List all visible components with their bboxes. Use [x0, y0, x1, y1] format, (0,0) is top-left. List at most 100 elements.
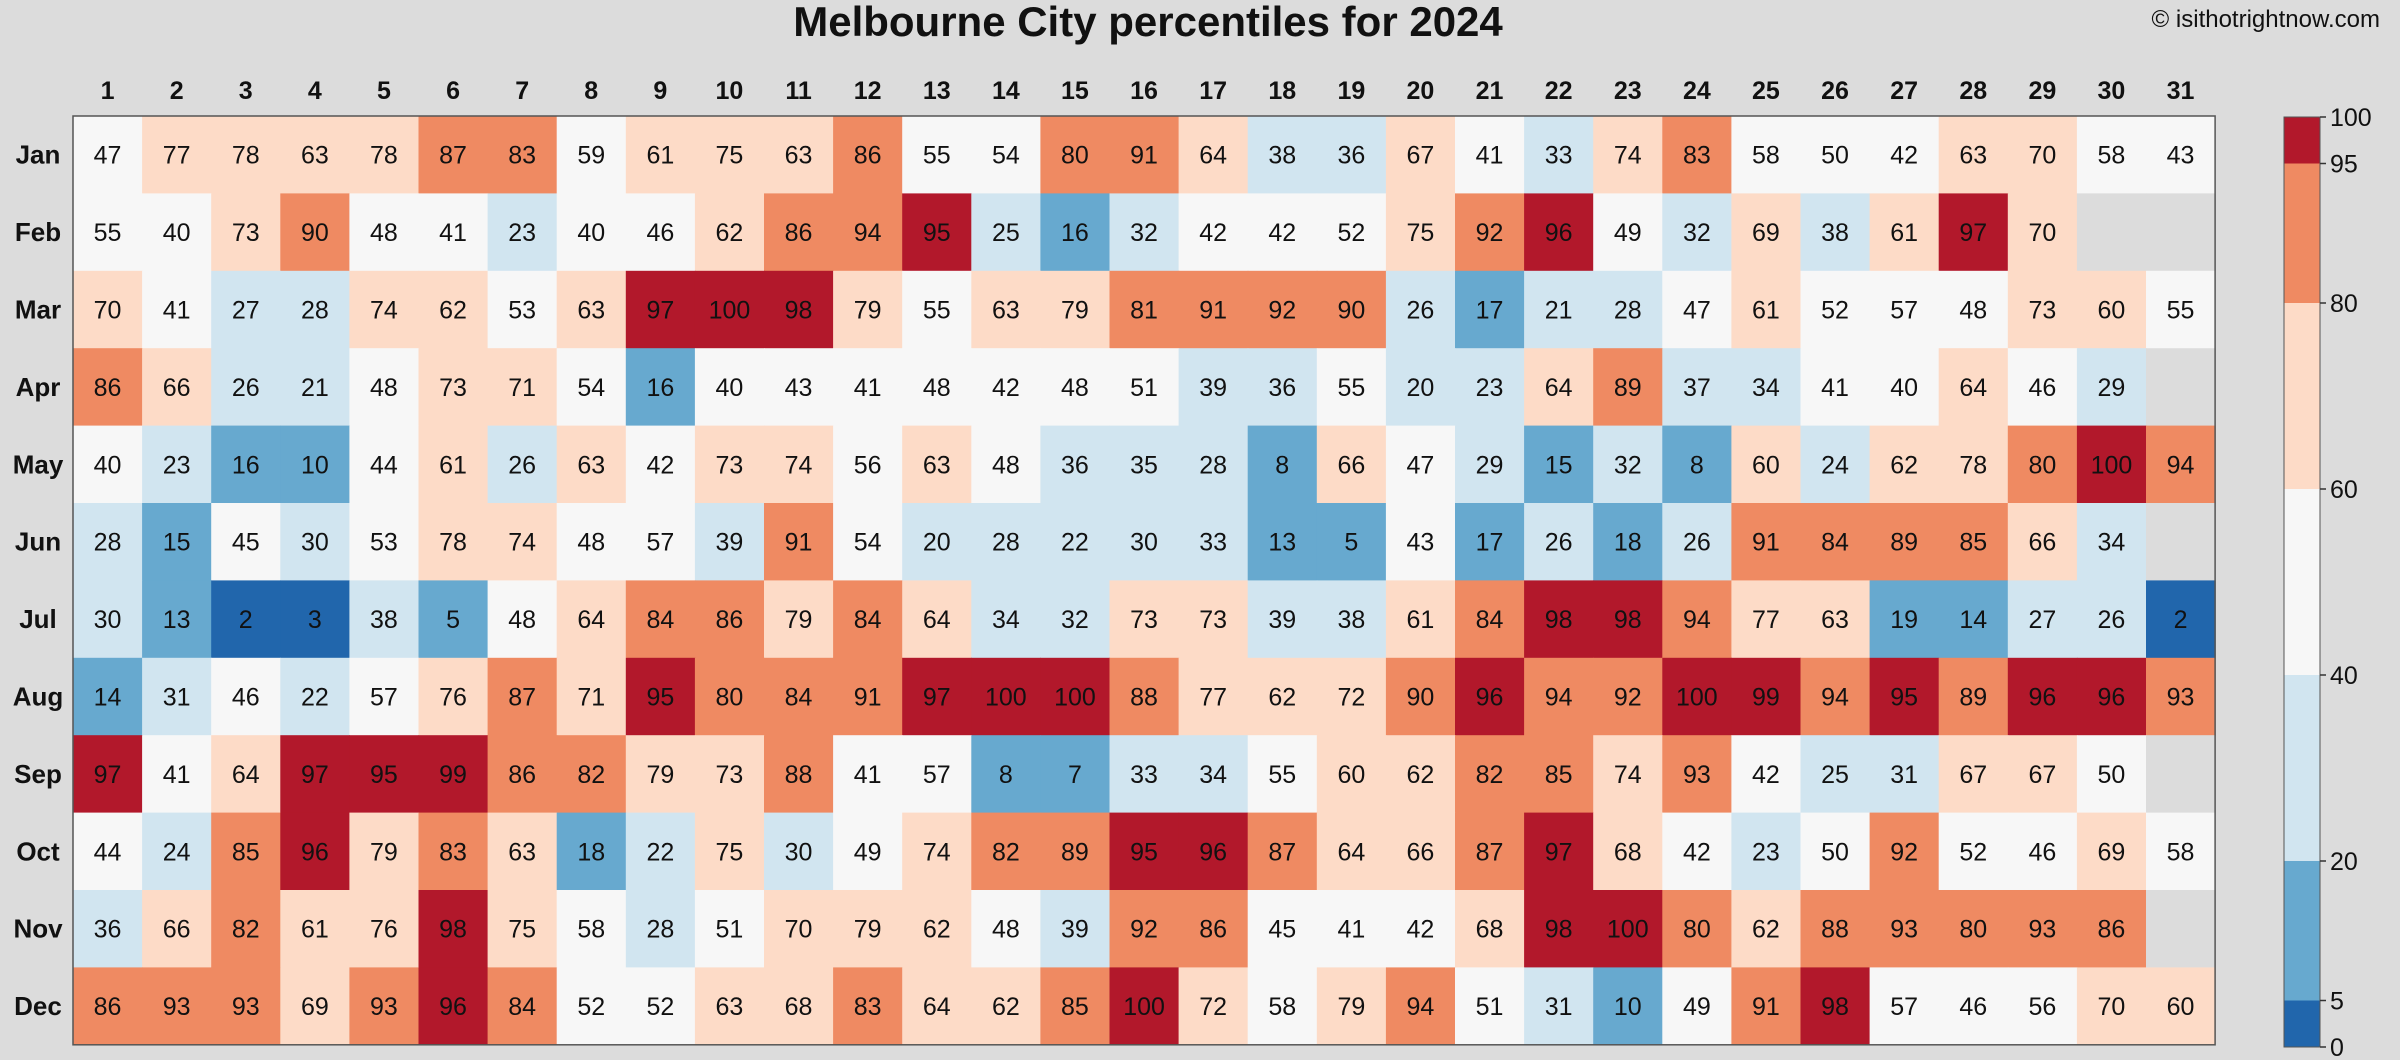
cell-value-label: 93	[232, 993, 260, 1021]
heatmap-cell	[2076, 503, 2147, 581]
heatmap-cell	[487, 580, 558, 659]
colorbar-frame	[2283, 116, 2321, 1048]
heatmap-cell	[694, 348, 765, 427]
cell-value-label: 22	[646, 838, 674, 866]
cell-value-label: 77	[1199, 684, 1227, 712]
heatmap-cell	[1731, 348, 1802, 427]
heatmap-cell	[1524, 116, 1594, 194]
cell-value-label: 91	[1199, 297, 1227, 325]
cell-value-label: 96	[1476, 684, 1504, 712]
cell-value-label: 94	[854, 219, 882, 247]
cell-value-label: 60	[2098, 297, 2126, 325]
cell-value-label: 56	[854, 451, 882, 479]
day-label: 12	[854, 77, 882, 105]
cell-value-label: 8	[1690, 451, 1704, 479]
day-axis-labels: 1 2 3 4 5 6 7 8 9 10 11 12 13 14 15 16 17 18 19 20 21 22 23 24 2…	[101, 77, 2195, 105]
cell-value-label: 91	[1752, 529, 1780, 557]
heatmap-cell	[418, 735, 489, 814]
cell-value-label: 97	[1545, 838, 1573, 866]
cell-value-label: 78	[232, 142, 260, 170]
heatmap-cell	[2007, 812, 2078, 891]
heatmap-cell	[1869, 657, 1940, 736]
cell-value-label: 27	[232, 297, 260, 325]
heatmap-cell	[556, 657, 627, 736]
heatmap-cell	[211, 425, 281, 504]
heatmap-cell	[1800, 735, 1871, 814]
cell-value-label: 97	[923, 684, 951, 712]
cell-value-label: 30	[301, 529, 329, 557]
heatmap-cell	[142, 348, 212, 427]
heatmap-cell	[1593, 193, 1663, 272]
cell-value-label: 42	[1407, 916, 1435, 944]
cell-value-label: 93	[163, 993, 191, 1021]
colorbar-bin	[2284, 1000, 2320, 1047]
heatmap-cell	[1385, 735, 1456, 814]
heatmap-cell	[1662, 580, 1732, 659]
cell-value-label: 37	[1683, 374, 1711, 402]
heatmap-cell	[1178, 890, 1249, 968]
cell-value-label: 50	[1821, 838, 1849, 866]
cell-value-label: 48	[508, 606, 536, 634]
day-label: 30	[2098, 77, 2126, 105]
cell-value-label: 17	[1476, 529, 1504, 557]
cell-value-label: 97	[646, 297, 674, 325]
cell-value-label: 80	[2028, 451, 2056, 479]
cell-value-label: 93	[1683, 761, 1711, 789]
heatmap-cell	[1662, 812, 1732, 891]
heatmap-cell	[1178, 967, 1249, 1046]
cell-value-label: 93	[1890, 916, 1918, 944]
cell-value-label: 89	[1890, 529, 1918, 557]
heatmap-cell	[2076, 580, 2147, 659]
heatmap-cell	[1316, 657, 1387, 736]
cell-value-label: 30	[94, 606, 122, 634]
heatmap-cell	[971, 580, 1041, 659]
cell-value-label: 64	[1959, 374, 1987, 402]
cell-value-label: 82	[1476, 761, 1504, 789]
cell-value-label: 85	[1959, 529, 1987, 557]
heatmap-cell	[349, 503, 420, 581]
cell-value-label: 55	[923, 142, 951, 170]
day-label: 14	[992, 77, 1020, 105]
cell-value-label: 41	[1476, 142, 1504, 170]
heatmap-cell	[2076, 348, 2147, 427]
cell-value-label: 2	[2174, 606, 2188, 634]
cell-value-label: 75	[508, 916, 536, 944]
cell-value-label: 48	[992, 916, 1020, 944]
heatmap-cell	[1385, 967, 1456, 1046]
cell-value-label: 72	[1337, 684, 1365, 712]
heatmap-cell	[1593, 967, 1663, 1046]
heatmap-cell	[1455, 967, 1525, 1046]
heatmap-cell	[349, 425, 420, 504]
cell-value-label: 70	[2028, 142, 2056, 170]
heatmap-cell	[280, 270, 350, 349]
cell-value-label: 58	[2098, 142, 2126, 170]
cell-value-label: 63	[577, 297, 605, 325]
cell-value-label: 73	[2028, 297, 2056, 325]
cell-value-label: 100	[1607, 916, 1649, 944]
day-label: 21	[1476, 77, 1504, 105]
colorbar-tick-label: 40	[2330, 662, 2358, 690]
heatmap-cell	[2146, 735, 2216, 814]
heatmap-cell	[1316, 348, 1387, 427]
cell-value-label: 64	[1199, 142, 1227, 170]
cell-value-label: 48	[577, 529, 605, 557]
cell-value-label: 61	[1890, 219, 1918, 247]
heatmap-cell	[833, 348, 903, 427]
heatmap-cell	[1800, 890, 1871, 968]
heatmap-cell	[1662, 425, 1732, 504]
cell-value-label: 34	[1199, 761, 1227, 789]
cell-value-label: 96	[2028, 684, 2056, 712]
cell-value-label: 70	[94, 297, 122, 325]
month-label: Sep	[14, 759, 62, 789]
cell-value-label: 59	[577, 142, 605, 170]
cell-value-label: 28	[992, 529, 1020, 557]
heatmap-cell	[1593, 270, 1663, 349]
cell-value-label: 76	[439, 684, 467, 712]
cell-value-label: 5	[1344, 529, 1358, 557]
cell-value-label: 31	[1890, 761, 1918, 789]
heatmap-cell	[211, 890, 281, 968]
month-label: Jan	[16, 140, 61, 170]
cell-value-label: 82	[992, 838, 1020, 866]
heatmap-cell	[280, 657, 350, 736]
cell-value-label: 86	[716, 606, 744, 634]
